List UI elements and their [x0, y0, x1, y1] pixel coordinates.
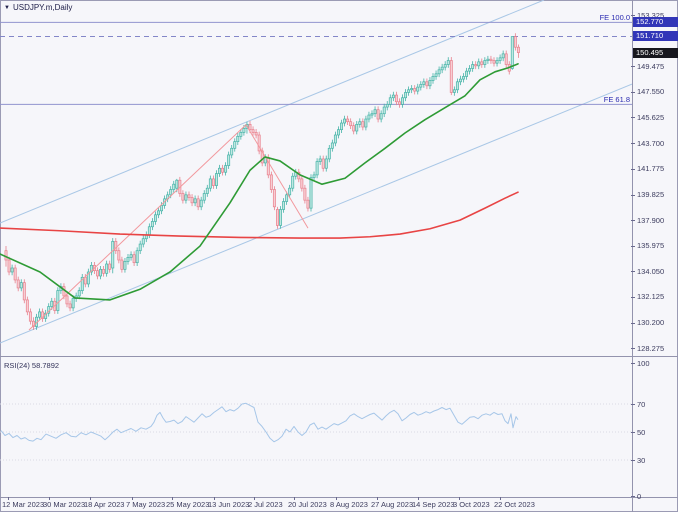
time-tick: [500, 497, 501, 500]
rsi-line: [0, 402, 519, 443]
time-axis-label: 25 May 2023: [166, 500, 210, 509]
time-axis-label: 8 Aug 2023: [330, 500, 368, 509]
price-axis-label: 141.775: [637, 164, 665, 174]
alert-line-price-badge: 151.710: [633, 31, 678, 42]
time-tick: [132, 497, 133, 500]
price-axis-label: 149.475: [637, 61, 665, 71]
price-tick: [631, 245, 635, 247]
ma-fast-line[interactable]: [0, 63, 519, 301]
price-axis-label: 135.975: [637, 241, 665, 251]
time-tick: [49, 497, 50, 500]
time-axis-label: 12 Mar 2023: [2, 500, 45, 509]
time-axis-label: 14 Sep 2023: [412, 500, 455, 509]
time-tick: [214, 497, 215, 500]
time-axis-label: 3 Oct 2023: [453, 500, 490, 509]
price-axis-label: 134.050: [637, 266, 665, 276]
fe-level-label: FE 61.8: [603, 95, 630, 105]
rsi-axis-label: 0: [637, 492, 642, 501]
rsi-indicator-canvas[interactable]: [0, 357, 632, 497]
price-tick: [631, 117, 635, 119]
price-tick: [631, 220, 635, 222]
price-axis-label: 137.900: [637, 215, 665, 225]
price-axis-label: 132.125: [637, 292, 665, 302]
candlestick-series: [4, 33, 520, 330]
rsi-axis-label: 30: [637, 456, 646, 465]
price-axis-label: 153.325: [637, 10, 665, 20]
price-tick: [631, 194, 635, 196]
price-tick: [631, 66, 635, 68]
time-axis-label: 22 Oct 2023: [494, 500, 535, 509]
time-axis-label: 18 Apr 2023: [84, 500, 125, 509]
price-tick: [631, 168, 635, 170]
time-tick: [254, 497, 255, 500]
price-tick: [631, 322, 635, 324]
time-axis-label: 30 Mar 2023: [43, 500, 86, 509]
symbol-timeframe-label: USDJPY.m,Daily: [12, 3, 73, 12]
fe-level-label: FE 100.0: [599, 13, 630, 23]
price-tick: [631, 271, 635, 273]
chart-symbol-title[interactable]: ▼ USDJPY.m,Daily: [4, 3, 72, 12]
time-axis-label: 27 Aug 2023: [371, 500, 414, 509]
ma-slow-line[interactable]: [0, 191, 519, 239]
fe-level-lines[interactable]: [0, 21, 632, 105]
time-tick: [8, 497, 9, 500]
time-tick: [377, 497, 378, 500]
rsi-axis-label: 50: [637, 428, 646, 437]
price-axis-label: 139.825: [637, 190, 665, 199]
time-tick: [172, 497, 173, 500]
price-chart-canvas[interactable]: [0, 0, 632, 356]
rsi-tick: [631, 363, 635, 364]
chevron-down-icon[interactable]: ▼: [4, 4, 10, 11]
fib-expansion-zigzag[interactable]: [28, 123, 309, 331]
price-axis-label: 147.550: [637, 87, 665, 97]
time-tick: [459, 497, 460, 500]
rsi-tick: [631, 404, 635, 405]
time-tick: [336, 497, 337, 500]
price-axis-label: 145.625: [637, 112, 665, 122]
time-axis-label: 13 Jun 2023: [208, 500, 250, 509]
time-axis-label: 7 May 2023: [126, 500, 166, 509]
rsi-tick: [631, 460, 635, 461]
time-tick: [90, 497, 91, 500]
time-axis-label: 20 Jul 2023: [288, 500, 327, 509]
price-tick: [631, 348, 635, 350]
time-axis-line: [0, 497, 678, 498]
fe-100-price-badge: 152.770: [633, 17, 678, 28]
time-tick: [418, 497, 419, 500]
rsi-axis-label: 100: [637, 359, 650, 368]
price-tick: [631, 296, 635, 298]
time-tick: [294, 497, 295, 500]
current-bid-price-badge: 150.495: [633, 47, 678, 58]
time-axis-label: 2 Jul 2023: [248, 500, 283, 509]
price-axis-label: 143.700: [637, 138, 665, 148]
price-axis-label: 128.275: [637, 343, 665, 353]
price-axis-label: 130.200: [637, 318, 665, 327]
rsi-tick: [631, 432, 635, 433]
price-axis-line: [632, 0, 633, 512]
price-tick: [631, 91, 635, 93]
rsi-axis-label: 70: [637, 400, 646, 409]
rsi-tick: [631, 496, 635, 497]
chart-rsi-separator[interactable]: [0, 356, 678, 357]
price-tick: [631, 15, 635, 16]
price-tick: [631, 143, 635, 144]
rsi-indicator-label: RSI(24) 58.7892: [4, 361, 60, 370]
